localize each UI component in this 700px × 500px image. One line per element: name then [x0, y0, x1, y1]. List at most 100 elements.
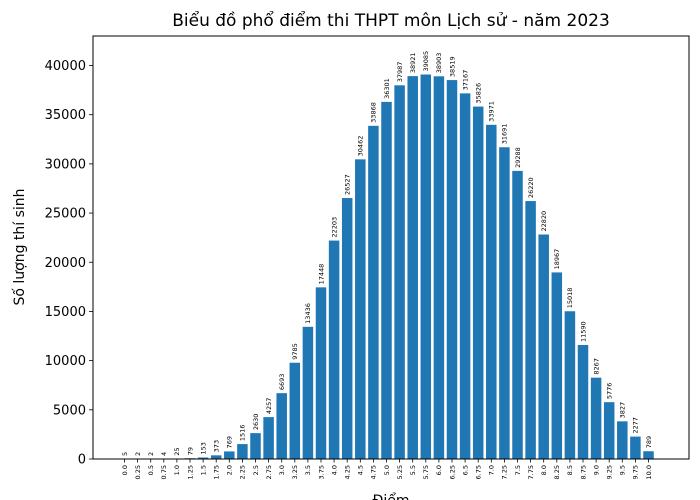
x-tick-label: 2.75: [265, 465, 273, 479]
y-axis: 0 5000 10000 15000 20000 25000 30000 35000 40000: [45, 59, 93, 468]
y-tick-label: 25000: [45, 207, 86, 222]
bar-value-label: 789: [645, 436, 653, 448]
bar-value-label: 38903: [435, 53, 443, 74]
bar: [210, 455, 222, 459]
bar: [328, 240, 340, 459]
bar: [630, 436, 641, 459]
bar-value-label: 769: [226, 436, 234, 448]
x-tick-label: 3.25: [291, 465, 299, 479]
x-tick-label: 9.25: [606, 465, 614, 479]
bar: [197, 457, 209, 459]
bar-value-label: 33971: [488, 101, 496, 122]
x-tick-label: 5.25: [396, 465, 404, 479]
bar-value-label: 33868: [370, 102, 378, 123]
bar: [603, 402, 615, 459]
x-tick-label: 8.0: [540, 465, 548, 475]
bar-value-label: 8267: [592, 358, 600, 375]
bar-value-label: 37167: [461, 70, 469, 91]
bar-value-label: 37987: [396, 62, 404, 83]
bar-value-label: 6693: [278, 374, 286, 391]
x-axis-label: Điểm: [373, 492, 410, 500]
x-tick-label: 6.25: [448, 465, 456, 479]
x-tick-label: 0.5: [147, 465, 155, 475]
y-tick-label: 10000: [45, 354, 86, 369]
bar: [420, 74, 432, 459]
bar: [564, 311, 576, 459]
x-tick-label: 0.75: [160, 465, 168, 479]
bar: [302, 326, 314, 459]
x-tick-label: 6.0: [435, 465, 443, 475]
bar: [315, 287, 327, 459]
x-tick-label: 7.0: [488, 465, 496, 475]
y-tick-label: 40000: [45, 59, 86, 74]
x-tick-label: 5.0: [383, 465, 391, 475]
x-axis: 0.0 0.25 0.5 0.75 1.0 1.25 1.5 1.75 2.0 2.25 2.5 2.…: [121, 459, 653, 479]
bar-value-label: 15018: [566, 288, 574, 309]
bar-value-label: 26527: [344, 174, 352, 195]
bar-value-label: 18967: [553, 249, 561, 270]
bar-value-label: 1516: [239, 425, 247, 442]
x-tick-label: 1.75: [213, 465, 221, 479]
x-tick-label: 9.0: [592, 465, 600, 475]
x-tick-label: 5.5: [409, 465, 417, 475]
x-tick-label: 8.5: [566, 465, 574, 475]
bar: [355, 159, 366, 459]
bar-value-label: 9785: [291, 343, 299, 360]
y-tick-label: 15000: [45, 305, 86, 320]
x-tick-label: 4.0: [330, 465, 338, 475]
x-tick-label: 4.25: [344, 465, 352, 479]
bar: [459, 93, 471, 459]
bar-value-label: 36301: [383, 78, 391, 99]
x-tick-label: 3.0: [278, 465, 286, 475]
x-tick-label: 0.0: [121, 465, 129, 475]
x-tick-label: 2.5: [252, 465, 260, 475]
x-tick-label: 0.25: [134, 465, 142, 479]
bar: [446, 80, 458, 459]
bar: [538, 234, 549, 459]
bar: [472, 106, 484, 459]
bar-value-label: 38519: [448, 56, 456, 77]
bars: [119, 74, 654, 460]
bar: [250, 433, 261, 459]
x-tick-label: 7.25: [501, 465, 509, 479]
x-tick-label: 5.75: [422, 465, 430, 479]
x-tick-label: 4.5: [357, 465, 365, 475]
bar: [381, 101, 392, 460]
bar-value-label: 2: [147, 452, 155, 456]
bar: [407, 76, 418, 459]
x-tick-label: 1.5: [199, 465, 207, 475]
x-tick-label: 3.5: [304, 465, 312, 475]
bar-value-label: 39085: [422, 51, 430, 72]
bar-value-label: 2: [134, 452, 142, 456]
value-labels: 5 2 2 4 25 79 153 373 769 1516 2630 4257 6693 9785 134…: [121, 51, 653, 456]
bar-value-label: 35826: [475, 83, 483, 104]
bar-value-label: 5776: [606, 383, 614, 400]
bar: [263, 417, 274, 459]
x-tick-label: 3.75: [317, 465, 325, 479]
bar-value-label: 13436: [304, 303, 312, 324]
bar-value-label: 29288: [514, 147, 522, 168]
y-tick-label: 20000: [45, 256, 86, 271]
plot-frame: [92, 35, 690, 460]
bar-value-label: 22203: [330, 217, 338, 238]
bar-value-label: 22820: [540, 211, 548, 232]
bar: [237, 444, 248, 459]
bar: [617, 421, 628, 459]
y-tick-label: 5000: [53, 403, 86, 418]
bar-value-label: 2630: [252, 414, 260, 431]
bar-value-label: 373: [213, 440, 221, 452]
bar-value-label: 4257: [265, 398, 273, 415]
y-axis-label: Số lượng thí sinh: [11, 188, 28, 305]
y-tick-label: 0: [78, 453, 86, 468]
x-tick-label: 7.5: [514, 465, 522, 475]
x-tick-label: 1.25: [186, 465, 194, 479]
x-tick-label: 8.25: [553, 465, 561, 479]
bar: [512, 170, 523, 459]
x-tick-label: 8.75: [579, 465, 587, 479]
bar: [289, 362, 301, 459]
bar: [341, 198, 353, 460]
x-tick-label: 1.0: [173, 465, 181, 475]
bar-value-label: 5: [121, 452, 129, 456]
bar: [368, 125, 379, 459]
